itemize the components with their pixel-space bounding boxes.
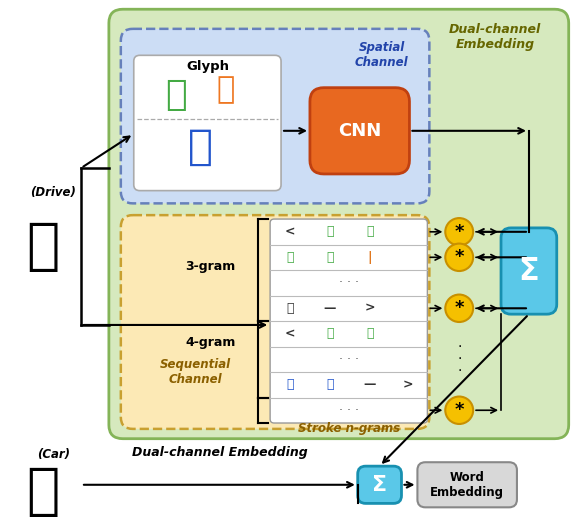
Text: (Drive): (Drive) [30, 186, 76, 199]
Text: Spatial
Channel: Spatial Channel [355, 41, 409, 68]
Text: |: | [368, 251, 372, 264]
Text: <: < [285, 225, 295, 238]
Text: 厂: 厂 [286, 251, 294, 264]
FancyBboxPatch shape [133, 55, 281, 190]
Text: Σ: Σ [519, 257, 539, 286]
Text: (Car): (Car) [36, 448, 69, 461]
Text: 力: 力 [165, 77, 186, 112]
Text: 口: 口 [216, 74, 235, 105]
Text: Stroke n-grams: Stroke n-grams [298, 422, 400, 436]
Text: 马: 马 [188, 126, 213, 167]
Text: Glyph: Glyph [186, 60, 229, 73]
Text: —: — [323, 302, 336, 315]
Text: —: — [363, 378, 376, 391]
Text: Dual-channel Embedding: Dual-channel Embedding [132, 446, 308, 459]
Text: Dual-channel
Embedding: Dual-channel Embedding [449, 23, 541, 51]
Text: *: * [455, 248, 464, 266]
Text: *: * [455, 223, 464, 241]
Text: Σ: Σ [372, 475, 387, 495]
Circle shape [445, 397, 473, 424]
Text: 厂: 厂 [326, 225, 333, 238]
Text: 车: 车 [26, 464, 60, 519]
Text: · · ·: · · · [339, 276, 359, 289]
Text: Word
Embedding: Word Embedding [430, 471, 504, 499]
Text: ·
·
·: · · · [457, 340, 462, 378]
Circle shape [445, 218, 473, 246]
FancyBboxPatch shape [358, 466, 402, 503]
FancyBboxPatch shape [121, 29, 429, 204]
Text: <: < [285, 327, 295, 340]
FancyBboxPatch shape [109, 9, 569, 439]
Text: 駅: 駅 [26, 219, 60, 274]
Text: 乙: 乙 [286, 302, 294, 315]
Circle shape [445, 244, 473, 271]
Text: 丿: 丿 [326, 251, 333, 264]
FancyBboxPatch shape [310, 88, 409, 174]
Text: · · ·: · · · [339, 353, 359, 366]
Text: Sequential
Channel: Sequential Channel [160, 358, 231, 386]
Text: *: * [455, 299, 464, 317]
FancyBboxPatch shape [121, 215, 429, 429]
Text: 厂: 厂 [286, 378, 294, 391]
Text: 4-gram: 4-gram [185, 336, 236, 349]
Text: · · ·: · · · [339, 404, 359, 417]
FancyBboxPatch shape [501, 228, 557, 314]
Text: >: > [402, 378, 413, 391]
Text: 丿: 丿 [366, 327, 373, 340]
FancyBboxPatch shape [417, 462, 517, 507]
Text: 乙: 乙 [326, 378, 333, 391]
Text: >: > [365, 302, 375, 315]
Circle shape [445, 295, 473, 322]
FancyBboxPatch shape [270, 219, 427, 423]
Text: CNN: CNN [338, 122, 381, 140]
Text: 丿: 丿 [366, 225, 373, 238]
Text: 厂: 厂 [326, 327, 333, 340]
Text: *: * [455, 401, 464, 419]
Text: 3-gram: 3-gram [185, 260, 236, 272]
